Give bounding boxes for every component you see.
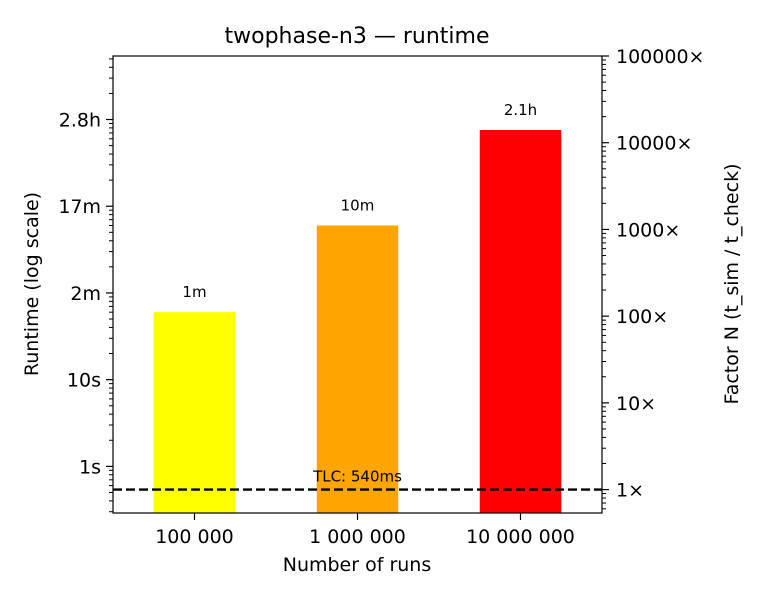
y-tick-label: 10s bbox=[67, 370, 101, 392]
x-tick-label: 10 000 000 bbox=[466, 526, 575, 548]
bar-value-label: 1m bbox=[182, 283, 206, 301]
y2-tick-label: 10000× bbox=[616, 133, 692, 155]
y-axis-label: Runtime (log scale) bbox=[21, 192, 43, 376]
right-axis: 1× 10× 100× 1000× 10000× 100000× bbox=[602, 46, 704, 510]
y2-tick-label: 1× bbox=[616, 480, 644, 502]
bar-value-label: 10m bbox=[341, 196, 375, 214]
y2-tick-label: 10× bbox=[616, 393, 656, 415]
y2-tick-label: 100000× bbox=[616, 46, 704, 68]
y2-tick-label: 1000× bbox=[616, 219, 680, 241]
y-tick-label: 1s bbox=[79, 456, 101, 478]
x-axis-label: Number of runs bbox=[283, 554, 432, 576]
left-axis: 1s 10s 2m 17m 2.8h bbox=[58, 58, 113, 513]
x-axis: 100 000 1 000 000 10 000 000 bbox=[155, 513, 575, 548]
reference-line-label: TLC: 540ms bbox=[312, 468, 402, 486]
reference-line-layer: TLC: 540ms bbox=[113, 468, 602, 491]
bar bbox=[316, 225, 399, 513]
bars-layer: 1m 10m 2.1h bbox=[153, 101, 562, 513]
y-tick-label: 2m bbox=[70, 283, 101, 305]
y-tick-label: 2.8h bbox=[59, 110, 101, 132]
bar bbox=[153, 312, 236, 513]
bar bbox=[479, 130, 562, 513]
y2-tick-label: 100× bbox=[616, 306, 668, 328]
y2-axis-label: Factor N (t_sim / t_check) bbox=[721, 164, 743, 405]
x-tick-label: 100 000 bbox=[155, 526, 234, 548]
x-tick-label: 1 000 000 bbox=[309, 526, 406, 548]
chart-title: twophase-n3 — runtime bbox=[225, 24, 490, 49]
y-tick-label: 17m bbox=[58, 196, 101, 218]
bar-value-label: 2.1h bbox=[504, 101, 537, 119]
